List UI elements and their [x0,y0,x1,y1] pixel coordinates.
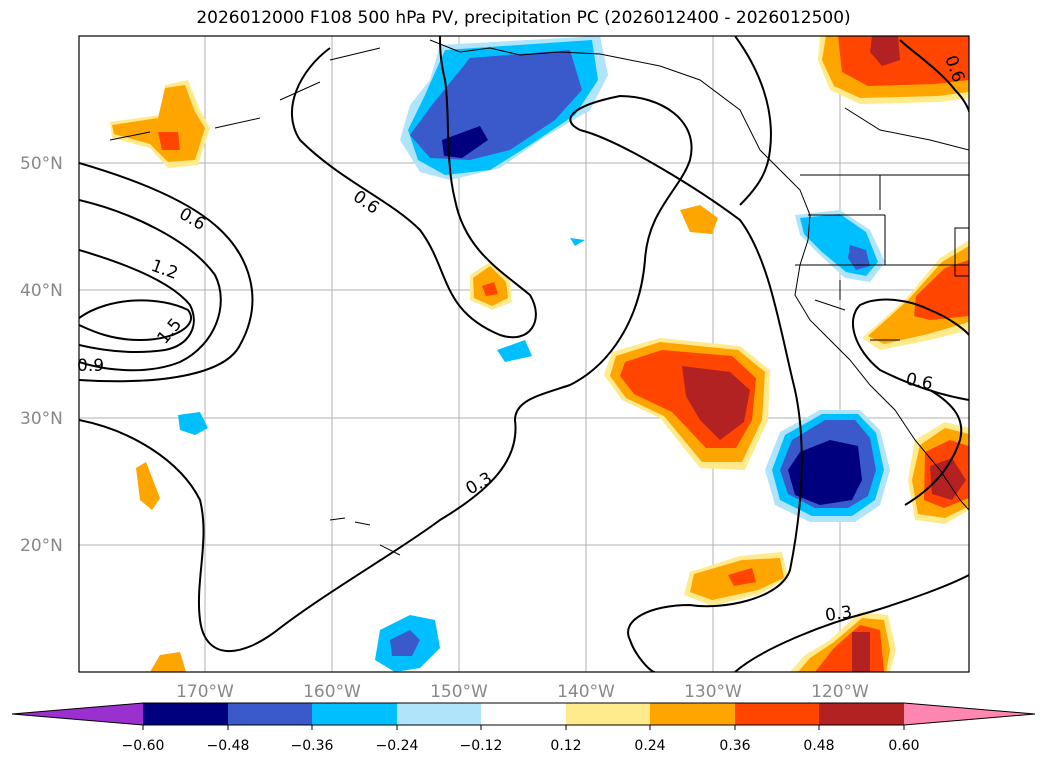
precip-positive-small [136,205,718,672]
colorbar-tick-label: −0.60 [122,738,165,754]
colorbar-bin [481,703,566,725]
lat-label-40n: 40°N [20,281,63,301]
colorbar-tick-label: −0.36 [291,738,334,754]
coastlines [109,39,969,556]
contour-label: 0.3 [824,602,854,626]
lon-label-170w: 170°W [176,682,234,702]
precip-positive-west-aleutian [110,80,210,168]
colorbar-tick-label: −0.24 [376,738,419,754]
precip-negative-oregon [795,210,885,282]
lon-label-160w: 160°W [303,682,361,702]
colorbar-neg-extend [12,703,143,725]
colorbar-bin [312,703,397,725]
colorbar-bin [566,703,650,725]
precip-positive-southcentral [684,552,788,606]
map-title: 2026012000 F108 500 hPa PV, precipitatio… [196,8,851,28]
lat-label-20n: 20°N [20,536,63,556]
lon-label-150w: 150°W [430,682,488,702]
precip-positive-socal [862,240,969,350]
colorbar-tick-label: 0.48 [803,738,834,754]
colorbar-bin [735,703,819,725]
latitude-labels: 50°N 40°N 30°N 20°N [20,154,63,556]
precip-negative-hawaii-south [375,615,440,672]
map-frame [78,35,970,673]
colorbar-tick-label: −0.48 [207,738,250,754]
precip-negative-gulf-alaska [400,36,608,180]
colorbar-bin [397,703,481,725]
lat-label-50n: 50°N [20,154,63,174]
colorbar: −0.60 −0.48 −0.36 −0.24 −0.12 0.12 0.24 … [11,702,1036,754]
lat-label-30n: 30°N [20,409,63,429]
lon-label-140w: 140°W [557,682,615,702]
colorbar-tick-label: 0.60 [888,738,919,754]
precip-negative-baja [765,410,890,522]
colorbar-tick-label: 0.36 [719,738,750,754]
precip-positive-southeast [790,612,896,672]
colorbar-tick-label: −0.12 [460,738,503,754]
lon-label-120w: 120°W [811,682,869,702]
contour-label: 0.9 [77,356,104,376]
longitude-labels: 170°W 160°W 150°W 140°W 130°W 120°W [176,682,869,702]
map-content [79,36,969,672]
colorbar-tick-label: 0.12 [550,738,581,754]
precip-positive-mexico [908,422,969,524]
lon-label-130w: 130°W [684,682,742,702]
colorbar-bin [819,703,904,725]
colorbar-tick-label: 0.24 [634,738,665,754]
precip-negative-small [178,238,585,435]
precip-positive-bc-coast [818,36,969,104]
colorbar-bin [143,703,228,725]
colorbar-bin [228,703,312,725]
precip-positive-central [604,338,770,470]
colorbar-bin [650,703,735,725]
pv-contours [79,36,969,672]
colorbar-pos-extend [904,703,1035,725]
